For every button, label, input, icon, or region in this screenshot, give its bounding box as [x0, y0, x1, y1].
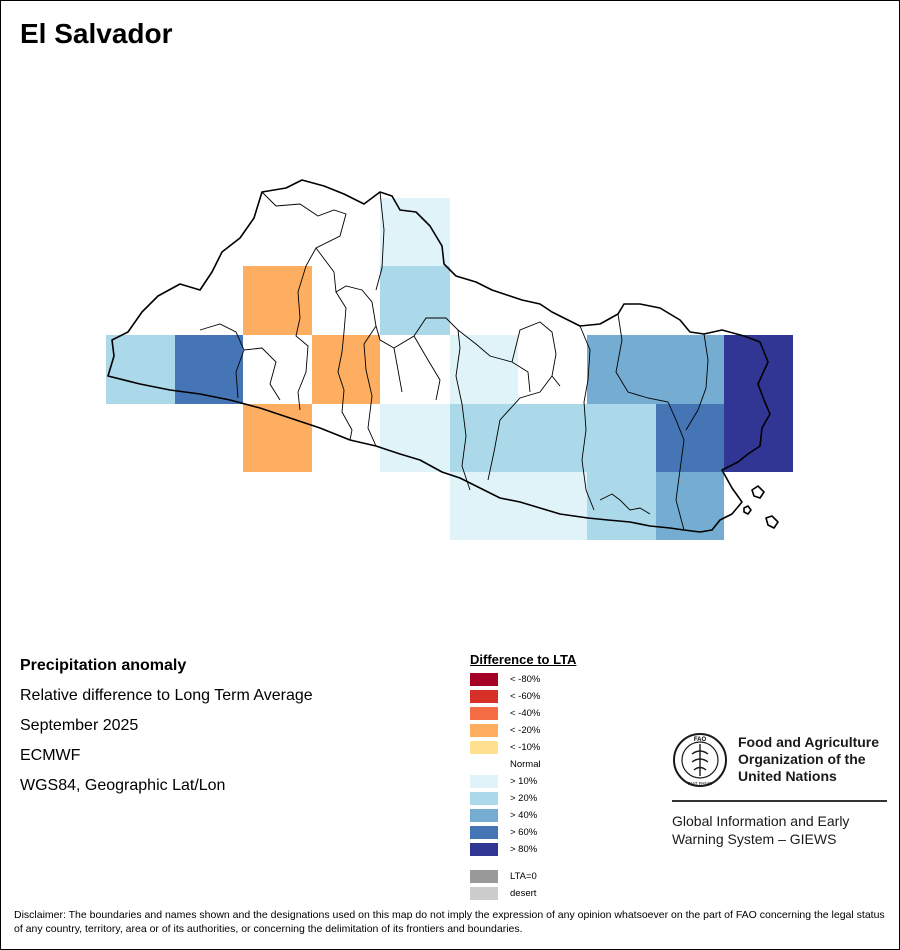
- legend-label: < -80%: [510, 674, 541, 685]
- giews-line: Warning System – GIEWS: [672, 831, 837, 847]
- legend-item: < -10%: [470, 739, 576, 756]
- legend-item: > 60%: [470, 824, 576, 841]
- legend-item: < -60%: [470, 688, 576, 705]
- legend-swatch: [470, 870, 498, 883]
- info-description: Relative difference to Long Term Average: [20, 687, 313, 704]
- country-outline: [107, 179, 779, 533]
- fao-logo-letters: FAO: [694, 737, 707, 743]
- legend-swatch: [470, 741, 498, 754]
- grid-cell: [243, 266, 312, 335]
- grid-cell: [656, 404, 724, 472]
- grid-cell: [587, 472, 656, 540]
- grid-cell: [450, 472, 518, 540]
- info-projection: WGS84, Geographic Lat/Lon: [20, 777, 226, 794]
- grid-cell: [380, 404, 450, 472]
- fao-name-line: Food and Agriculture: [738, 734, 880, 750]
- legend-swatch: [470, 809, 498, 822]
- fao-logo: FAO FIAT PANIS: [673, 733, 727, 787]
- legend-swatch: [470, 887, 498, 900]
- legend-label: Normal: [510, 759, 541, 770]
- grid-cell: [175, 335, 243, 404]
- department-borders: [199, 191, 709, 531]
- legend-label: > 10%: [510, 776, 538, 787]
- legend-swatch: [470, 775, 498, 788]
- legend-item: < -40%: [470, 705, 576, 722]
- legend-extra-items: LTA=0 desert: [470, 868, 576, 902]
- legend-swatch: [470, 673, 498, 686]
- grid-cell: [450, 335, 518, 404]
- legend-label: > 20%: [510, 793, 538, 804]
- grid-cell: [587, 335, 656, 404]
- legend-swatch: [470, 724, 498, 737]
- legend-swatch: [470, 792, 498, 805]
- legend-item: > 80%: [470, 841, 576, 858]
- legend-swatch: [470, 843, 498, 856]
- legend: Difference to LTA < -80% < -60% < -40% < -2…: [470, 652, 576, 902]
- legend-item: Normal: [470, 756, 576, 773]
- grid-cell: [518, 472, 587, 540]
- legend-items: < -80% < -60% < -40% < -20% < -10% Normal > 10…: [470, 671, 576, 858]
- grid-cell: [518, 404, 587, 472]
- map-info: Precipitation anomaly Relative differenc…: [20, 656, 313, 806]
- legend-label: < -10%: [510, 742, 541, 753]
- grid-cell: [724, 335, 793, 404]
- disclaimer: Disclaimer: The boundaries and names sho…: [14, 909, 885, 935]
- fao-name: Food and Agriculture Organization of the…: [738, 734, 900, 785]
- legend-label: LTA=0: [510, 871, 537, 882]
- legend-item: > 10%: [470, 773, 576, 790]
- legend-label: > 60%: [510, 827, 538, 838]
- grid-cell: [312, 335, 380, 404]
- info-product: Precipitation anomaly: [20, 657, 187, 674]
- legend-swatch: [470, 758, 498, 771]
- legend-label: < -40%: [510, 708, 541, 719]
- legend-item: < -20%: [470, 722, 576, 739]
- anomaly-grid: [106, 198, 793, 540]
- legend-label: > 80%: [510, 844, 538, 855]
- fao-logo-motto: FIAT PANIS: [688, 781, 712, 786]
- grid-cell: [380, 198, 450, 266]
- legend-label: < -60%: [510, 691, 541, 702]
- grid-cell: [724, 404, 793, 472]
- grid-cell: [656, 472, 724, 540]
- legend-swatch: [470, 826, 498, 839]
- info-source: ECMWF: [20, 747, 81, 764]
- anomaly-map: [106, 179, 793, 540]
- legend-item: > 40%: [470, 807, 576, 824]
- legend-swatch: [470, 707, 498, 720]
- grid-cell: [450, 404, 518, 472]
- map-title: El Salvador: [20, 18, 173, 49]
- giews-line: Global Information and Early: [672, 813, 850, 829]
- legend-title: Difference to LTA: [470, 652, 577, 667]
- fao-name-line: Organization of the: [738, 751, 866, 767]
- legend-label: desert: [510, 888, 537, 899]
- legend-swatch: [470, 690, 498, 703]
- legend-label: < -20%: [510, 725, 541, 736]
- giews-name: Global Information and Early Warning Sys…: [672, 812, 892, 848]
- legend-item: > 20%: [470, 790, 576, 807]
- grid-cell: [106, 335, 175, 404]
- fao-name-line: United Nations: [738, 768, 837, 784]
- legend-item: < -80%: [470, 671, 576, 688]
- grid-cell: [587, 404, 656, 472]
- info-period: September 2025: [20, 717, 139, 734]
- legend-label: > 40%: [510, 810, 538, 821]
- legend-item: desert: [470, 885, 576, 902]
- grid-cell: [656, 335, 724, 404]
- fao-divider: [672, 800, 887, 802]
- legend-item: LTA=0: [470, 868, 576, 885]
- grid-cell: [380, 266, 450, 335]
- grid-cell: [243, 404, 312, 472]
